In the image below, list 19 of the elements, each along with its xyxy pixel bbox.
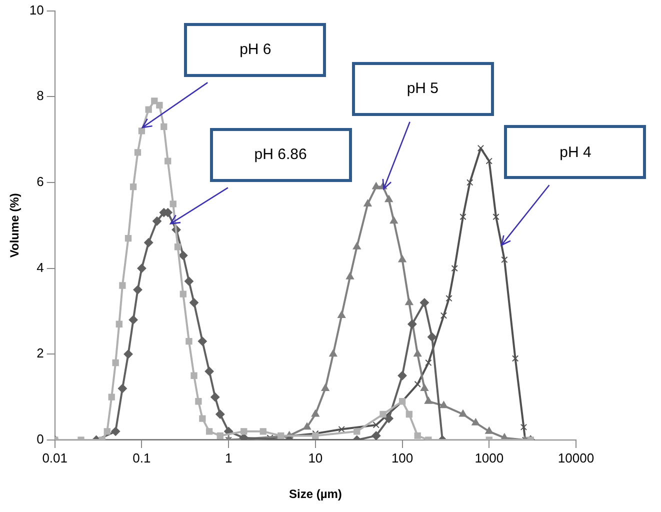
y-tick-label: 4 [36, 260, 44, 275]
y-tick-label: 2 [36, 346, 44, 361]
x-tick-label: 0.1 [132, 450, 151, 466]
x-tick-label: 1 [224, 450, 232, 466]
x-tick-label: 0.01 [42, 450, 68, 466]
x-tick-label: 100 [391, 450, 414, 466]
x-tick-label: 10 [308, 450, 323, 466]
callout-box: pH 5 [352, 62, 494, 116]
y-tick-label: 8 [36, 88, 44, 104]
x-axis-title: Size (µm) [288, 487, 342, 502]
x-tick-label: 10000 [558, 450, 594, 466]
y-axis-title: Volume (%) [8, 193, 22, 258]
y-tick-label: 6 [36, 174, 44, 190]
x-tick-label: 1000 [474, 450, 504, 466]
callout-box: pH 4 [504, 125, 646, 180]
callout-box: pH 6.86 [210, 128, 352, 182]
y-tick-label: 10 [29, 2, 44, 18]
y-tick-label: 0 [36, 432, 44, 447]
callout-box: pH 6 [184, 22, 326, 77]
